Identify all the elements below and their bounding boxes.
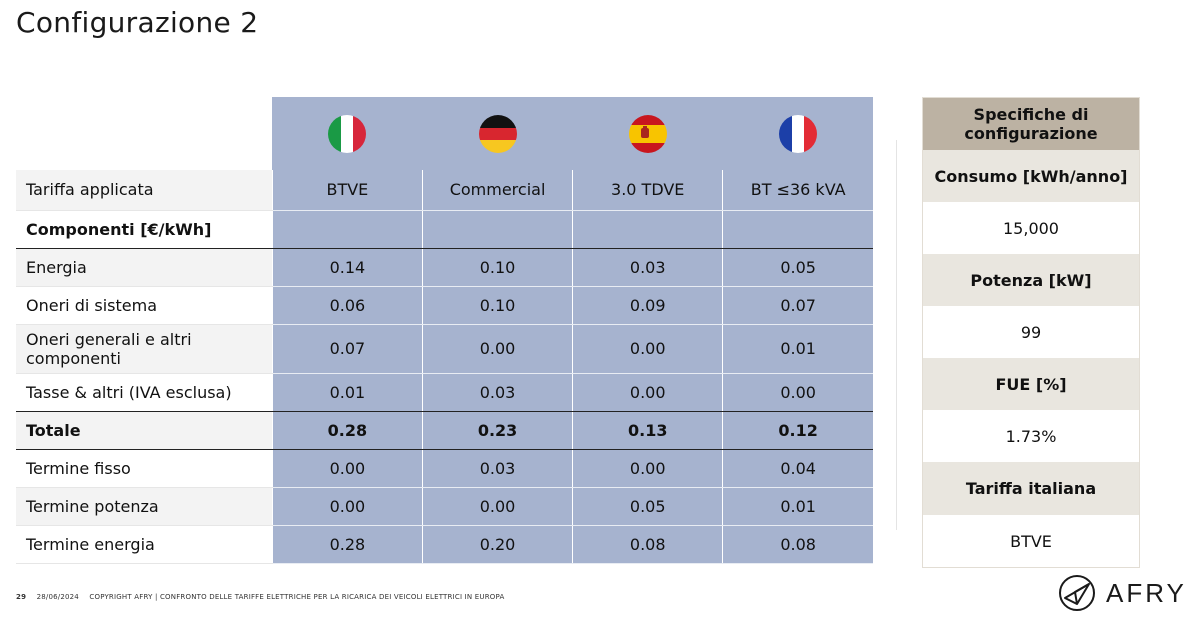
afry-logo-icon: [1059, 575, 1095, 611]
components-header-row: Componenti [€/kWh]: [16, 210, 873, 249]
france-flag-cell: [722, 97, 873, 170]
tariff-row: Tariffa applicata BTVE Commercial 3.0 TD…: [16, 170, 873, 211]
row-label: Termine energia: [16, 525, 273, 564]
spain-flag-icon: [628, 114, 667, 153]
tariff-germany: Commercial: [421, 170, 573, 211]
table-row: Oneri di sistema 0.06 0.10 0.09 0.07: [16, 286, 873, 325]
cell-value: 0.00: [572, 373, 723, 412]
cell-value: 0.07: [271, 324, 423, 374]
cell-value: 0.00: [271, 449, 423, 488]
components-label: Componenti [€/kWh]: [16, 210, 273, 249]
germany-flag-icon: [478, 114, 517, 153]
cell-value: 0.08: [722, 525, 873, 564]
total-row: Totale 0.28 0.23 0.13 0.12: [16, 411, 873, 450]
cell-value: 0.06: [271, 286, 423, 325]
cell-value: 0.00: [421, 487, 573, 526]
configuration-specs-panel: Specifiche di configurazione Consumo [kW…: [922, 97, 1140, 568]
france-flag-icon: [778, 114, 817, 153]
spain-flag-cell: [572, 97, 723, 170]
table-row: Tasse & altri (IVA esclusa) 0.01 0.03 0.…: [16, 373, 873, 412]
row-label: Termine fisso: [16, 449, 273, 488]
tariff-italy: BTVE: [271, 170, 423, 211]
cell-value: 0.23: [421, 411, 573, 450]
row-label: Tasse & altri (IVA esclusa): [16, 373, 273, 412]
cell-value: 0.10: [421, 248, 573, 287]
cell-value: 0.05: [572, 487, 723, 526]
cell-value: 0.01: [722, 324, 873, 374]
table-row: Termine fisso 0.00 0.03 0.00 0.04: [16, 449, 873, 488]
cell-value: 0.00: [572, 449, 723, 488]
cell-value: 0.03: [572, 248, 723, 287]
cell-value: 0.14: [271, 248, 423, 287]
spec-value: 99: [923, 306, 1139, 358]
table-row: Energia 0.14 0.10 0.03 0.05: [16, 248, 873, 287]
italy-flag-icon: [328, 114, 367, 153]
germany-flag-cell: [422, 97, 573, 170]
tariff-comparison-table: Tariffa applicata BTVE Commercial 3.0 TD…: [16, 97, 873, 564]
page-title: Configurazione 2: [16, 6, 259, 39]
page-number: 29: [16, 593, 27, 601]
cell-value: 0.28: [271, 411, 423, 450]
spec-label: FUE [%]: [923, 358, 1139, 410]
table-row: Termine energia 0.28 0.20 0.08 0.08: [16, 525, 873, 564]
cell-value: 0.07: [722, 286, 873, 325]
row-label: Totale: [16, 411, 273, 450]
cell-value: 0.13: [572, 411, 723, 450]
empty-header-cell: [16, 97, 273, 170]
row-label: Energia: [16, 248, 273, 287]
cell-value: 0.28: [271, 525, 423, 564]
table-row: Termine potenza 0.00 0.00 0.05 0.01: [16, 487, 873, 526]
spec-value: 1.73%: [923, 410, 1139, 462]
logo-wordmark: AFRY: [1106, 577, 1187, 608]
specs-title: Specifiche di configurazione: [923, 98, 1139, 150]
cell-value: 0.09: [572, 286, 723, 325]
cell-value: 0.08: [572, 525, 723, 564]
spec-label: Potenza [kW]: [923, 254, 1139, 306]
spec-value: 15,000: [923, 202, 1139, 254]
cell-value: 0.12: [722, 411, 873, 450]
footer: 29 28/06/2024 COPYRIGHT AFRY | CONFRONTO…: [16, 593, 504, 601]
tariff-spain: 3.0 TDVE: [572, 170, 723, 211]
row-label: Oneri di sistema: [16, 286, 273, 325]
footer-text: COPYRIGHT AFRY | CONFRONTO DELLE TARIFFE…: [89, 593, 505, 601]
footer-date: 28/06/2024: [36, 593, 79, 601]
cell-value: 0.03: [421, 373, 573, 412]
cell-value: 0.00: [572, 324, 723, 374]
tariff-label: Tariffa applicata: [16, 170, 273, 211]
italy-flag-cell: [272, 97, 423, 170]
cell-value: 0.04: [722, 449, 873, 488]
vertical-divider: [896, 140, 897, 530]
cell-value: 0.05: [722, 248, 873, 287]
cell-value: 0.00: [722, 373, 873, 412]
cell-value: 0.10: [421, 286, 573, 325]
cell-value: 0.20: [421, 525, 573, 564]
flag-row: [16, 97, 873, 170]
cell-value: 0.00: [271, 487, 423, 526]
row-label: Termine potenza: [16, 487, 273, 526]
afry-logo: AFRY: [1058, 574, 1187, 612]
cell-value: 0.00: [421, 324, 573, 374]
cell-value: 0.01: [722, 487, 873, 526]
spec-label: Consumo [kWh/anno]: [923, 150, 1139, 202]
spec-label: Tariffa italiana: [923, 462, 1139, 515]
cell-value: 0.01: [271, 373, 423, 412]
cell-value: 0.03: [421, 449, 573, 488]
tariff-france: BT ≤36 kVA: [722, 170, 873, 211]
spec-value: BTVE: [923, 515, 1139, 567]
row-label: Oneri generali e altri componenti: [16, 324, 273, 374]
table-row: Oneri generali e altri componenti 0.07 0…: [16, 324, 873, 374]
